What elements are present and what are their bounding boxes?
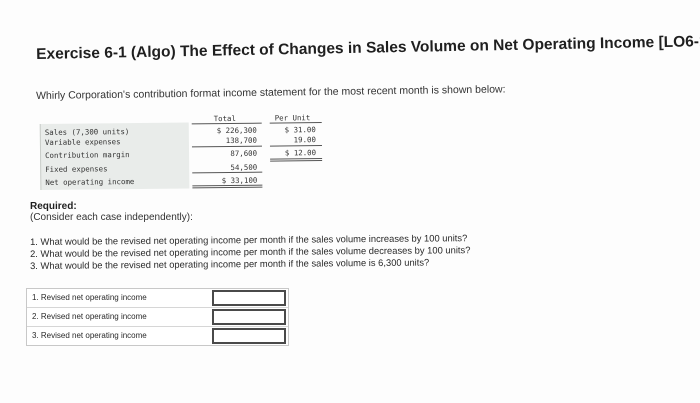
subtotal-underline-total xyxy=(191,145,262,148)
income-statement: Total Per Unit Sales (7,300 units) $ 226… xyxy=(0,0,700,200)
fixed-underline-total xyxy=(192,171,263,174)
answer-row: 1. Revised net operating income xyxy=(27,289,288,308)
answer-row: 3. Revised net operating income xyxy=(27,327,288,345)
row-label: Variable expenses xyxy=(44,137,121,147)
row-total: $ 226,300 xyxy=(216,125,257,136)
answer-input-3[interactable] xyxy=(212,328,286,344)
answer-input-2[interactable] xyxy=(212,309,286,325)
header-underline-total xyxy=(191,122,262,125)
question-3: 3. What would be the revised net operati… xyxy=(30,256,430,271)
required-heading: Required: xyxy=(30,201,77,212)
answer-table: 1. Revised net operating income 2. Revis… xyxy=(26,288,289,346)
row-label: Contribution margin xyxy=(45,150,130,160)
answer-input-1[interactable] xyxy=(212,290,286,306)
answer-label: 3. Revised net operating income xyxy=(32,331,147,340)
net-double-underline-total-2 xyxy=(192,186,263,189)
row-total: 87,600 xyxy=(230,148,258,159)
required-note: (Consider each case independently): xyxy=(30,212,193,223)
row-per-unit: 19.00 xyxy=(293,135,316,145)
row-per-unit: $ 31.00 xyxy=(284,125,316,135)
row-label: Net operating income xyxy=(45,177,135,187)
row-per-unit: $ 12.00 xyxy=(284,148,317,158)
header-underline-per-unit xyxy=(269,122,322,124)
row-total: 138,700 xyxy=(225,135,257,146)
row-label: Fixed expenses xyxy=(45,164,108,174)
row-total: 54,500 xyxy=(230,162,258,173)
row-label: Sales (7,300 units) xyxy=(44,127,130,137)
answer-row: 2. Revised net operating income xyxy=(27,308,288,327)
row-total: $ 33,100 xyxy=(221,175,258,186)
total-header: Total xyxy=(213,113,236,124)
per-unit-double-underline-2 xyxy=(270,160,323,162)
per-unit-header: Per Unit xyxy=(274,113,311,123)
answer-label: 2. Revised net operating income xyxy=(32,312,147,321)
subtotal-underline-per-unit xyxy=(269,145,322,147)
answer-label: 1. Revised net operating income xyxy=(32,293,147,302)
